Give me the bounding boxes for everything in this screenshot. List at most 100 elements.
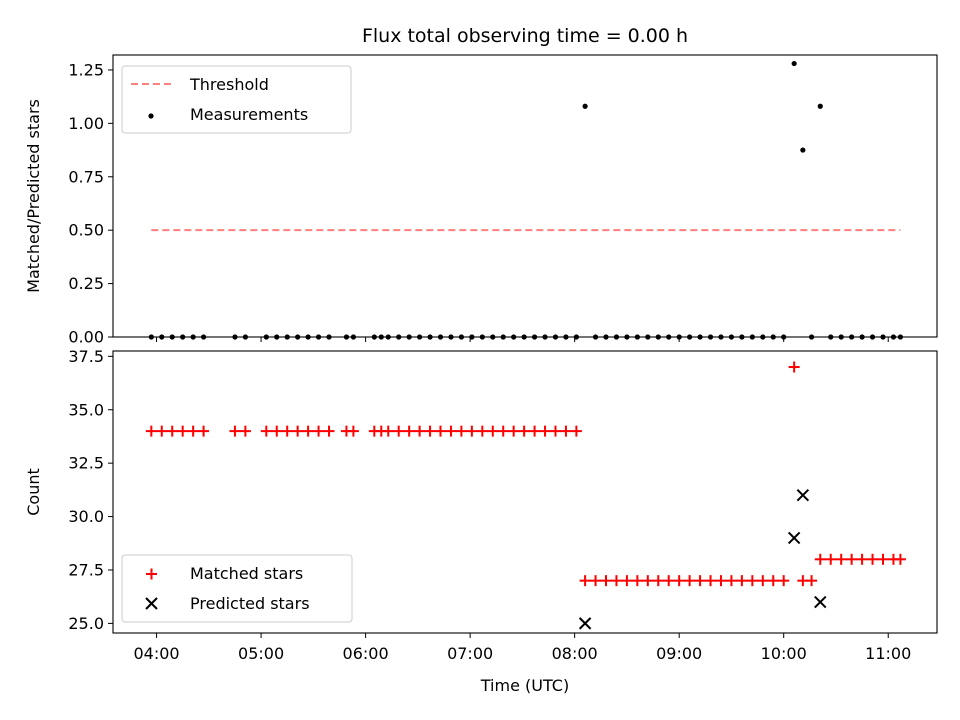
matched-star-marker xyxy=(788,361,800,373)
matched-star-marker xyxy=(518,425,530,437)
matched-star-marker xyxy=(539,425,551,437)
matched-star-marker xyxy=(600,575,612,587)
threshold-legend-label: Threshold xyxy=(189,75,269,94)
bottom-axes-frame xyxy=(112,350,938,634)
top-y-tick-label: 0.00 xyxy=(68,328,104,347)
x-tick-label: 04:00 xyxy=(133,644,179,663)
matched-star-marker xyxy=(806,575,818,587)
matched-star-marker xyxy=(347,425,359,437)
matched-stars-legend-swatch xyxy=(146,568,157,580)
bottom-y-tick-label: 32.5 xyxy=(68,454,104,473)
bottom-y-tick-label: 37.5 xyxy=(68,347,104,366)
bottom-y-tick-label: 30.0 xyxy=(68,507,104,526)
matched-star-marker xyxy=(621,575,633,587)
matched-star-marker xyxy=(145,425,157,437)
matched-star-marker xyxy=(715,575,727,587)
matched-star-marker xyxy=(455,425,467,437)
matched-star-marker xyxy=(835,553,847,565)
matched-star-marker xyxy=(856,553,868,565)
matched-star-marker xyxy=(846,553,858,565)
bottom-y-ticks: 25.0 27.5 30.0 32.5 35.0 37.5 xyxy=(68,347,113,633)
x-axis-label: Time (UTC) xyxy=(480,676,569,695)
top-axes-frame xyxy=(112,54,938,338)
matched-star-marker xyxy=(156,425,168,437)
matched-star-marker xyxy=(610,575,622,587)
matched-star-marker xyxy=(508,425,520,437)
x-tick-label: 11:00 xyxy=(865,644,911,663)
bottom-x-ticks: 04:00 05:00 06:00 07:00 08:00 09:00 10:00 11:00 xyxy=(133,633,911,663)
x-tick-label: 05:00 xyxy=(238,644,284,663)
bottom-y-tick-label: 35.0 xyxy=(68,400,104,419)
matched-star-marker xyxy=(414,425,426,437)
top-y-tick-label: 1.25 xyxy=(68,60,104,79)
x-tick-label: 08:00 xyxy=(552,644,598,663)
matched-star-marker xyxy=(403,425,415,437)
top-panel: Flux total observing time = 0.00 h 0.00 0… xyxy=(24,25,938,347)
matched-star-marker xyxy=(590,575,602,587)
matched-star-marker xyxy=(445,425,457,437)
matched-star-marker xyxy=(549,425,561,437)
bottom-legend-box xyxy=(121,554,353,623)
measurement-point xyxy=(791,60,797,67)
matched-star-marker xyxy=(694,575,706,587)
matched-star-marker xyxy=(292,425,304,437)
top-y-axis-label: Matched/Predicted stars xyxy=(24,99,43,293)
matched-star-marker xyxy=(424,425,436,437)
top-legend: Threshold Measurements xyxy=(121,65,352,134)
bottom-panel: 25.0 27.5 30.0 32.5 35.0 37.5 04:00 05:00 06:00… xyxy=(24,347,938,695)
matched-star-marker xyxy=(393,425,405,437)
matched-star-marker xyxy=(166,425,178,437)
matched-star-marker xyxy=(652,575,664,587)
matched-star-marker xyxy=(313,425,325,437)
matched-stars-legend-label: Matched stars xyxy=(190,564,303,583)
predicted-star-marker xyxy=(578,617,592,630)
x-tick-label: 10:00 xyxy=(761,644,807,663)
matched-star-marker xyxy=(705,575,717,587)
matched-star-marker xyxy=(435,425,447,437)
matched-star-marker xyxy=(529,425,541,437)
matched-star-marker xyxy=(579,575,591,587)
matched-star-marker xyxy=(736,575,748,587)
predicted-star-marker xyxy=(796,488,810,502)
predicted-stars-legend-swatch xyxy=(145,597,158,610)
matched-star-marker xyxy=(570,425,582,437)
predicted-star-marker xyxy=(787,531,801,545)
matched-star-marker xyxy=(642,575,654,587)
matched-star-marker xyxy=(323,425,335,437)
top-y-tick-label: 0.25 xyxy=(68,274,104,293)
bottom-y-tick-label: 25.0 xyxy=(68,614,104,633)
x-tick-label: 07:00 xyxy=(447,644,493,663)
predicted-stars-legend-label: Predicted stars xyxy=(190,594,310,613)
matched-star-marker xyxy=(466,425,478,437)
measurement-point xyxy=(800,147,806,153)
chart-title: Flux total observing time = 0.00 h xyxy=(362,25,688,47)
matched-star-marker xyxy=(725,575,737,587)
matched-star-marker xyxy=(302,425,314,437)
matched-star-marker xyxy=(487,425,499,437)
matched-star-marker xyxy=(867,553,879,565)
matched-star-marker xyxy=(825,553,837,565)
top-legend-box xyxy=(121,65,352,134)
matched-star-marker xyxy=(260,425,272,437)
matched-star-marker xyxy=(271,425,283,437)
matched-star-marker xyxy=(814,553,826,565)
bottom-legend: Matched stars Predicted stars xyxy=(121,554,353,623)
matched-star-marker xyxy=(877,553,889,565)
x-tick-label: 09:00 xyxy=(656,644,702,663)
top-y-tick-label: 0.50 xyxy=(68,221,104,240)
bottom-y-axis-label: Count xyxy=(24,468,43,516)
measurement-point xyxy=(817,103,823,109)
measurements-legend-swatch xyxy=(148,113,154,119)
matched-star-marker xyxy=(497,425,509,437)
bottom-y-tick-label: 27.5 xyxy=(68,560,104,579)
top-y-ticks: 0.00 0.25 0.50 0.75 1.00 1.25 xyxy=(68,60,113,347)
matched-star-marker xyxy=(239,425,251,437)
measurements-legend-label: Measurements xyxy=(190,105,308,124)
matched-star-marker xyxy=(663,575,675,587)
matched-star-marker xyxy=(684,575,696,587)
matched-star-marker xyxy=(281,425,293,437)
top-x-ticks xyxy=(156,337,889,342)
matched-star-marker xyxy=(198,425,210,437)
matched-star-marker xyxy=(746,575,758,587)
